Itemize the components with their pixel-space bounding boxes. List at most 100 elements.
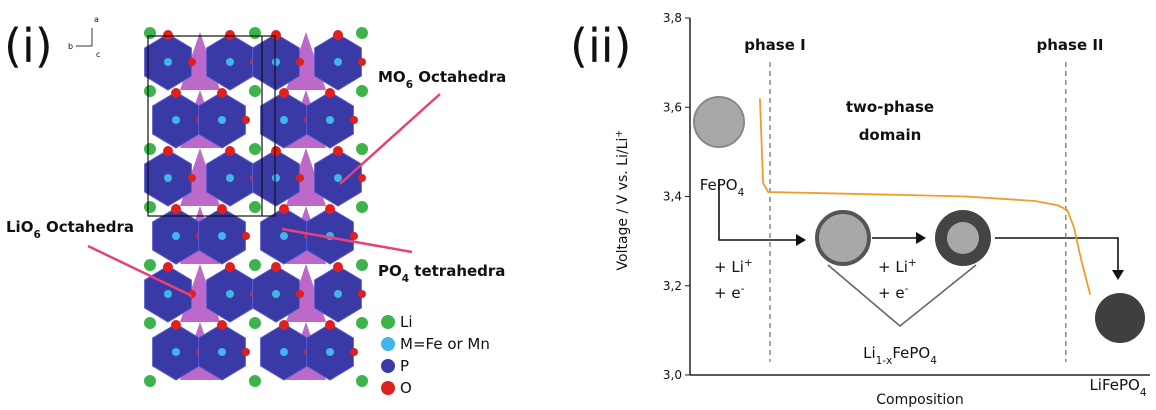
oxygen-atom bbox=[163, 146, 173, 156]
oxygen-atom bbox=[279, 88, 289, 98]
lithium-atom bbox=[144, 85, 156, 97]
lithium-atom bbox=[144, 317, 156, 329]
oxygen-atom bbox=[225, 146, 235, 156]
text-part: + bbox=[744, 257, 753, 269]
metal-atom bbox=[226, 58, 234, 66]
text-part: + Li bbox=[714, 258, 744, 276]
reactant-label: + Li+ bbox=[714, 257, 753, 276]
text-part: Li bbox=[863, 344, 876, 362]
figure: (i) b a c MO6 Octahedra LiO6 Octahedra P… bbox=[0, 0, 1156, 410]
lithium-atom bbox=[249, 143, 261, 155]
metal-atom bbox=[164, 174, 172, 182]
text-part: MO bbox=[378, 68, 406, 86]
panel-label: (i) bbox=[4, 19, 53, 73]
lithium-atom bbox=[144, 201, 156, 213]
text-part: PO bbox=[378, 262, 402, 280]
oxygen-atom bbox=[279, 204, 289, 214]
orientation-arrows bbox=[76, 28, 92, 46]
page: (i) b a c MO6 Octahedra LiO6 Octahedra P… bbox=[0, 0, 1156, 410]
x-axis-label: Composition bbox=[876, 392, 963, 408]
oxygen-atom bbox=[163, 30, 173, 40]
oxygen-atom bbox=[217, 204, 227, 214]
oxygen-atom bbox=[242, 116, 250, 124]
oxygen-atom bbox=[296, 290, 304, 298]
axis-c: c bbox=[96, 50, 100, 59]
annotation: LiO6 Octahedra bbox=[6, 218, 134, 241]
metal-atom bbox=[172, 232, 180, 240]
oxygen-atom bbox=[188, 174, 196, 182]
phase-label: phase I bbox=[744, 36, 805, 54]
metal-atom bbox=[164, 290, 172, 298]
lithium-atom bbox=[144, 259, 156, 271]
metal-atom bbox=[334, 174, 342, 182]
oxygen-atom bbox=[217, 88, 227, 98]
metal-atom bbox=[272, 58, 280, 66]
oxygen-atom bbox=[225, 262, 235, 272]
lithium-atom bbox=[356, 85, 368, 97]
y-tick-label: 3,2 bbox=[663, 279, 682, 293]
plot: 3,03,23,43,63,8 bbox=[663, 11, 1090, 382]
legend-swatch bbox=[381, 381, 395, 395]
domain-label: two-phase bbox=[846, 98, 934, 116]
lithium-atom bbox=[356, 317, 368, 329]
reactant-label: + e- bbox=[878, 283, 909, 302]
y-tick-label: 3,0 bbox=[663, 368, 682, 382]
text-part: Octahedra bbox=[413, 68, 506, 86]
text-part: - bbox=[905, 283, 909, 295]
text-part: 4 bbox=[930, 355, 937, 367]
panel-label: (ii) bbox=[570, 19, 631, 73]
annotation: PO4 tetrahedra bbox=[378, 262, 505, 285]
metal-atom bbox=[172, 116, 180, 124]
lithium-atom bbox=[356, 27, 368, 39]
oxygen-atom bbox=[350, 116, 358, 124]
oxygen-atom bbox=[333, 262, 343, 272]
text-part: FePO bbox=[892, 344, 930, 362]
y-tick-label: 3,6 bbox=[663, 100, 682, 114]
metal-atom bbox=[218, 232, 226, 240]
oxygen-atom bbox=[242, 232, 250, 240]
axes bbox=[690, 18, 1150, 375]
text-part: 4 bbox=[738, 187, 745, 199]
oxygen-atom bbox=[325, 320, 335, 330]
lithium-atom bbox=[356, 375, 368, 387]
metal-atom bbox=[218, 348, 226, 356]
crystal-structure bbox=[144, 27, 368, 387]
text-part: 6 bbox=[406, 79, 413, 91]
species-label: LiFePO4 bbox=[1089, 376, 1146, 399]
lithium-atom bbox=[249, 317, 261, 329]
metal-atom bbox=[326, 348, 334, 356]
lithium-atom bbox=[249, 85, 261, 97]
metal-atom bbox=[272, 290, 280, 298]
lithium-atom bbox=[249, 259, 261, 271]
legend-swatch bbox=[381, 359, 395, 373]
text-part: 1-x bbox=[876, 355, 893, 367]
oxygen-atom bbox=[358, 58, 366, 66]
y-tick-label: 3,8 bbox=[663, 11, 682, 25]
lithium-atom bbox=[249, 201, 261, 213]
text-part: + Li bbox=[878, 258, 908, 276]
legend-label: P bbox=[400, 357, 409, 375]
text-part: + bbox=[614, 130, 625, 138]
text-part: Octahedra bbox=[41, 218, 134, 236]
oxygen-atom bbox=[225, 30, 235, 40]
metal-atom bbox=[280, 348, 288, 356]
annotation: MO6 Octahedra bbox=[378, 68, 506, 91]
text-part: LiO bbox=[6, 218, 33, 236]
reactant-label: + e- bbox=[714, 283, 745, 302]
lithium-atom bbox=[144, 27, 156, 39]
text-part: + bbox=[908, 257, 917, 269]
lithium-atom bbox=[144, 143, 156, 155]
metal-atom bbox=[326, 116, 334, 124]
text-part: 4 bbox=[402, 273, 409, 285]
domain-label: domain bbox=[859, 126, 922, 144]
oxygen-atom bbox=[188, 58, 196, 66]
text-part: 6 bbox=[33, 229, 40, 241]
oxygen-atom bbox=[358, 174, 366, 182]
lithium-atom bbox=[249, 375, 261, 387]
legend-swatch bbox=[381, 315, 395, 329]
axis-b: b bbox=[68, 42, 73, 51]
oxygen-atom bbox=[171, 204, 181, 214]
metal-atom bbox=[280, 116, 288, 124]
oxygen-atom bbox=[163, 262, 173, 272]
